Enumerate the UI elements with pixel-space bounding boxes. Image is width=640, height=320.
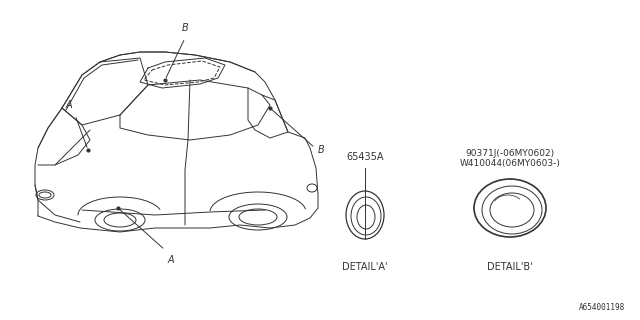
Text: B: B [182,23,188,33]
Text: 90371J(-06MY0602): 90371J(-06MY0602) [465,149,555,158]
Text: W410044(06MY0603-): W410044(06MY0603-) [460,159,561,168]
Text: 65435A: 65435A [346,152,384,162]
Text: DETAIL'A': DETAIL'A' [342,262,388,272]
Text: DETAIL'B': DETAIL'B' [487,262,533,272]
Text: B: B [318,145,324,155]
Text: A654001198: A654001198 [579,303,625,312]
Text: A: A [65,100,72,110]
Text: A: A [168,255,175,265]
